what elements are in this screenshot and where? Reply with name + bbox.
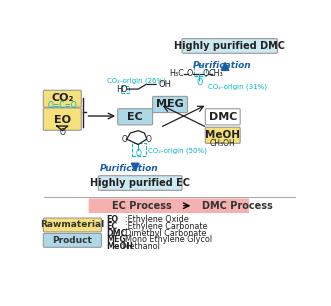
Text: OH: OH — [159, 80, 171, 89]
FancyBboxPatch shape — [205, 109, 240, 125]
Text: :Mono Ethylene Glycol: :Mono Ethylene Glycol — [119, 236, 212, 244]
Text: O: O — [121, 135, 127, 144]
Text: O: O — [59, 129, 65, 137]
Text: EO: EO — [54, 115, 71, 125]
Text: DMC: DMC — [209, 112, 237, 122]
Text: MEG: MEG — [156, 99, 184, 110]
Text: :Dimethyl Carbonate: :Dimethyl Carbonate — [119, 229, 206, 237]
Text: Highly purified DMC: Highly purified DMC — [174, 41, 285, 51]
Text: CH₃: CH₃ — [209, 69, 223, 78]
FancyBboxPatch shape — [98, 176, 182, 190]
FancyBboxPatch shape — [205, 127, 240, 144]
Text: EC Process: EC Process — [112, 201, 172, 211]
Text: O: O — [135, 149, 141, 158]
Text: CO₂-origin (50%): CO₂-origin (50%) — [148, 147, 207, 154]
FancyBboxPatch shape — [43, 108, 81, 130]
Text: Highly purified EC: Highly purified EC — [90, 178, 190, 188]
Text: CO₂-origin (31%): CO₂-origin (31%) — [208, 84, 267, 90]
FancyBboxPatch shape — [43, 233, 101, 247]
Text: DMC: DMC — [107, 229, 127, 237]
Text: H₃C: H₃C — [169, 69, 184, 78]
FancyBboxPatch shape — [153, 96, 187, 113]
Text: Product: Product — [52, 236, 92, 245]
FancyBboxPatch shape — [118, 109, 153, 125]
Text: O=C=O: O=C=O — [47, 101, 77, 110]
Text: CO₂-origin (26%): CO₂-origin (26%) — [107, 77, 166, 84]
Text: EC: EC — [127, 112, 143, 122]
FancyBboxPatch shape — [89, 198, 249, 213]
Text: MeOH: MeOH — [205, 130, 240, 140]
Text: EO: EO — [107, 215, 118, 224]
Text: H: H — [116, 84, 122, 94]
Text: DMC Process: DMC Process — [202, 201, 273, 211]
Text: CH₃OH: CH₃OH — [210, 139, 236, 148]
FancyBboxPatch shape — [43, 90, 81, 107]
Text: :Ethylene Carbonate: :Ethylene Carbonate — [119, 222, 207, 231]
Text: CO₂: CO₂ — [51, 92, 73, 103]
Text: Purification: Purification — [100, 164, 159, 173]
Text: O: O — [196, 78, 203, 88]
Text: O: O — [203, 69, 209, 78]
FancyBboxPatch shape — [43, 218, 101, 232]
Text: O: O — [121, 84, 128, 94]
Text: :Ethylene Oxide: :Ethylene Oxide — [119, 215, 188, 224]
Text: Purification: Purification — [193, 61, 251, 70]
FancyBboxPatch shape — [182, 39, 277, 53]
Text: MeOH: MeOH — [107, 242, 133, 252]
Text: O: O — [187, 69, 193, 78]
Text: EC: EC — [107, 222, 118, 231]
Text: Rawmaterial: Rawmaterial — [40, 221, 105, 230]
Text: :Methanol: :Methanol — [119, 242, 160, 252]
Text: MEG: MEG — [107, 236, 126, 244]
Text: O: O — [145, 135, 151, 144]
